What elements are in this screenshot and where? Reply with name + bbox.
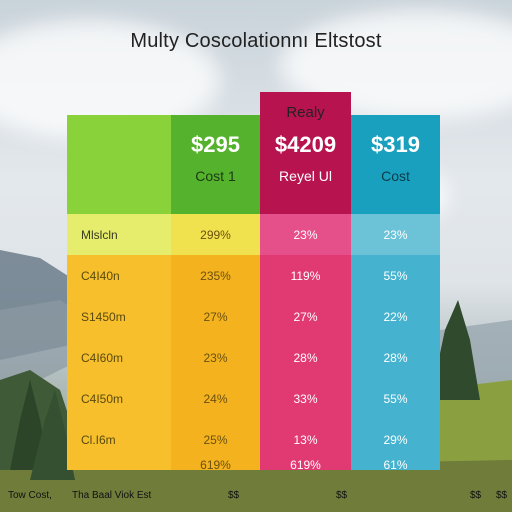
- footer-text: $$: [336, 490, 348, 501]
- table-cell: S1450m: [67, 296, 171, 337]
- table-cell: 119%: [260, 255, 351, 296]
- footer-text: Tow Cost,: [8, 490, 52, 501]
- footer-text: $$: [228, 490, 240, 501]
- table-cell: 13%: [260, 419, 351, 460]
- column-plan-1: $295 Cost 1 299% 235% 27% 23% 24% 25% 619%: [171, 92, 260, 472]
- footer-text: $$: [496, 490, 508, 501]
- table-cell: 33%: [260, 378, 351, 419]
- table-cell: 299%: [171, 214, 260, 255]
- table-cell: 27%: [260, 296, 351, 337]
- table-cell: 24%: [171, 378, 260, 419]
- footer-text: Tha Baal Viok Est: [72, 490, 152, 501]
- plan-price-3: $319: [371, 132, 420, 157]
- table-cell: C4I60m: [67, 337, 171, 378]
- table-cell: [67, 460, 171, 470]
- table-cell: C4I50m: [67, 378, 171, 419]
- table-cell: Cl.I6m: [67, 419, 171, 460]
- head-bg-0: [67, 115, 171, 214]
- table-cell: 61%: [351, 458, 440, 472]
- plan-subtitle-2: Reyel Ul: [279, 168, 332, 184]
- plan-tag-2: Realy: [286, 104, 325, 121]
- head-bg-2: [260, 92, 351, 214]
- table-cell: 27%: [171, 296, 260, 337]
- table-cell: 29%: [351, 419, 440, 460]
- table-cell: 25%: [171, 419, 260, 460]
- plan-subtitle-3: Cost: [381, 168, 410, 184]
- table-cell: 55%: [351, 378, 440, 419]
- table-cell: C4I40n: [67, 255, 171, 296]
- table-cell: 23%: [171, 337, 260, 378]
- table-cell: 28%: [351, 337, 440, 378]
- table-cell: 23%: [260, 214, 351, 255]
- plan-subtitle-1: Cost 1: [195, 168, 236, 184]
- table-cell: 235%: [171, 255, 260, 296]
- table-cell: Mlslcln: [67, 214, 171, 255]
- table-cell: 55%: [351, 255, 440, 296]
- column-plan-3: $319 Cost 23% 55% 22% 28% 55% 29% 61%: [351, 92, 440, 472]
- table-cell: 619%: [171, 458, 260, 472]
- page-title: Multy Coscolationnı Eltstost: [130, 30, 382, 52]
- footer-strip: Tow Cost, Tha Baal Viok Est $$ $$ $$ $$: [0, 488, 512, 512]
- table-cell: 23%: [351, 214, 440, 255]
- table-cell: 619%: [260, 458, 351, 472]
- plan-price-2: $4209: [274, 132, 337, 157]
- pricing-table: Mlslcln C4I40n S1450m C4I60m C4I50m Cl.I6m $2…: [67, 92, 440, 472]
- footer-text: $$: [470, 490, 482, 501]
- head-bg-3: [351, 115, 440, 214]
- head-bg-1: [171, 115, 260, 214]
- table-cell: 28%: [260, 337, 351, 378]
- column-labels: Mlslcln C4I40n S1450m C4I60m C4I50m Cl.I6m: [67, 92, 171, 470]
- column-plan-2: Realy $4209 Reyel Ul 23% 119% 27% 28% 33% 13% 619…: [260, 92, 351, 472]
- table-cell: 22%: [351, 296, 440, 337]
- plan-price-1: $295: [191, 132, 240, 157]
